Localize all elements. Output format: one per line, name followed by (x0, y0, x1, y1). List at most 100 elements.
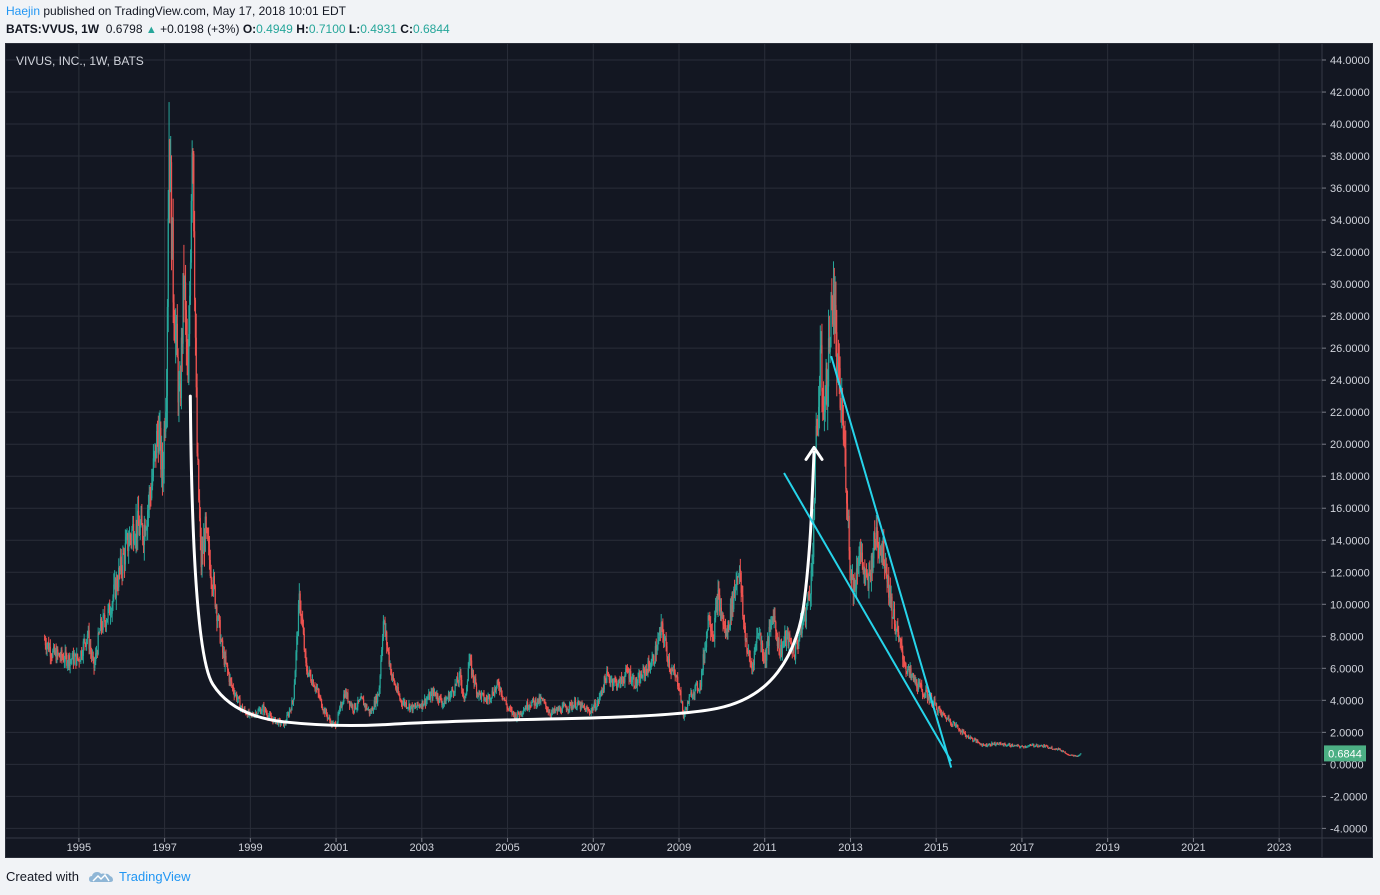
price-tick-label: 4.0000 (1330, 695, 1364, 707)
candle-body (131, 529, 133, 541)
high-label: H: (296, 22, 309, 36)
candle-body (546, 706, 548, 710)
candle-body (357, 699, 359, 707)
candle-body (877, 545, 879, 548)
candle-body (95, 652, 98, 654)
candle-body (457, 682, 460, 684)
candle-body (790, 641, 792, 644)
candle-body (113, 584, 115, 598)
candle-body (988, 743, 990, 745)
candle-body (118, 567, 121, 570)
candle-body (433, 692, 436, 694)
candle-body (608, 675, 610, 680)
price-chart[interactable]: 44.0000 42.0000 40.0000 38.0000 36.0000 34.00… (6, 44, 1372, 857)
candle-body (185, 309, 187, 342)
candle-body (212, 588, 214, 591)
candle-body (351, 705, 353, 707)
candle-body (203, 538, 206, 552)
candle-body (302, 626, 305, 634)
candle-body (615, 679, 617, 681)
candle-body (226, 664, 229, 671)
candle-body (312, 680, 314, 687)
candle-body (353, 710, 355, 712)
close-value: 0.6844 (412, 22, 450, 36)
candle-body (602, 689, 605, 691)
candle-body (723, 624, 725, 626)
candle-body (743, 615, 745, 623)
candle-body (93, 657, 95, 669)
candle-body (225, 656, 227, 663)
candle-body (336, 721, 338, 726)
candle-body (509, 707, 511, 709)
candle-body (422, 700, 424, 707)
candle-body (602, 689, 604, 693)
candle-body (654, 662, 656, 664)
candle-body (861, 552, 863, 563)
price-tick-label: 38.0000 (1330, 151, 1370, 163)
candle-body (231, 685, 234, 687)
candle-body (1069, 754, 1071, 756)
candle-body (297, 604, 300, 636)
candle-body (1025, 746, 1027, 748)
time-tick-label: 2003 (410, 842, 434, 854)
candle-body (123, 553, 126, 565)
candle-body (828, 338, 830, 352)
candle-body (963, 730, 965, 733)
created-with-text: Created with (6, 869, 79, 884)
candle-body (1041, 745, 1043, 747)
candle-body (444, 698, 446, 704)
candle-body (484, 700, 486, 702)
candle-body (648, 661, 650, 667)
candle-body (413, 704, 415, 707)
candle-body (117, 587, 119, 589)
candle-body (447, 698, 449, 700)
candle-body (496, 681, 498, 686)
candle-body (776, 635, 779, 646)
candle-body (411, 704, 413, 711)
drawings[interactable] (188, 355, 953, 768)
candle-body (90, 646, 92, 652)
candle-body (900, 641, 902, 644)
candle-body (323, 708, 325, 712)
candle-body (507, 708, 509, 710)
candle-body (846, 503, 849, 518)
author-link[interactable]: Haejin (6, 4, 41, 18)
candle-body (937, 707, 939, 713)
candle-body (741, 592, 743, 595)
candle-body (902, 651, 904, 660)
candle-body (852, 574, 854, 595)
candle-body (544, 701, 546, 703)
close-label: C: (400, 22, 413, 36)
candle-body (545, 702, 547, 707)
candle-body (915, 679, 917, 682)
candle-body (241, 705, 243, 707)
candle-body (964, 732, 966, 736)
price-tick-label: 32.0000 (1330, 247, 1370, 259)
candle-body (234, 694, 236, 696)
price-axis[interactable]: 44.0000 42.0000 40.0000 38.0000 36.0000 34.00… (1322, 55, 1370, 835)
chart-panel[interactable]: 44.0000 42.0000 40.0000 38.0000 36.0000 34.00… (5, 43, 1373, 858)
candle-body (577, 700, 579, 704)
candle-body (287, 713, 289, 716)
candle-body (522, 710, 525, 714)
time-axis[interactable]: 1995 1997 1999 2001 2003 2005 2007 2009 2011 2013… (67, 838, 1292, 854)
candle-body (683, 713, 685, 718)
tradingview-link[interactable]: TradingView (118, 869, 191, 884)
candle-body (759, 633, 761, 635)
candle-body (1043, 745, 1045, 748)
candle-body (1020, 745, 1023, 747)
time-tick-label: 2007 (581, 842, 605, 854)
candle-body (226, 662, 228, 665)
candle-body (220, 639, 222, 643)
candle-body (1047, 745, 1049, 748)
candle-body (462, 692, 464, 697)
candle-body (283, 721, 285, 727)
candle-body (980, 743, 982, 745)
candle-body (182, 273, 184, 344)
candle-body (901, 643, 903, 652)
candle-body (550, 714, 552, 716)
candle-body (760, 633, 762, 645)
candle-body (475, 678, 477, 685)
candle-body (745, 640, 747, 642)
candle-body (701, 670, 704, 672)
